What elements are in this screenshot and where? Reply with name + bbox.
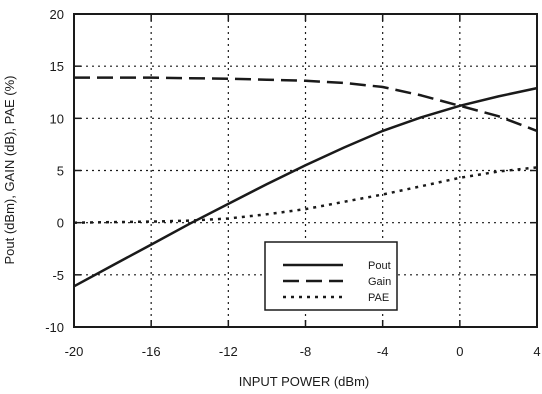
legend-label-pout: Pout: [368, 260, 391, 272]
y-axis-title: Pout (dBm), GAIN (dB), PAE (%): [2, 75, 17, 264]
y-tick-label: 10: [50, 111, 64, 126]
y-tick-label: 5: [57, 164, 64, 179]
ticks: [73, 13, 538, 328]
legend: Pout Gain PAE: [264, 241, 398, 311]
x-tick-label: -8: [300, 344, 312, 359]
x-tick-label: -4: [377, 344, 389, 359]
series-line-pout: [73, 86, 538, 288]
grid: [74, 14, 537, 327]
legend-label-pae: PAE: [368, 292, 389, 304]
x-tick-label: -12: [219, 344, 238, 359]
x-axis-title: INPUT POWER (dBm): [239, 374, 370, 389]
tick-labels: -20 -16 -12 -8 -4 0 4 -10 -5 0 5 10 15 20: [45, 7, 540, 359]
y-tick-label: -5: [52, 268, 64, 283]
y-tick-label: -10: [45, 320, 64, 335]
legend-label-gain: Gain: [368, 276, 391, 288]
x-tick-label: -20: [65, 344, 84, 359]
x-tick-label: -16: [142, 344, 161, 359]
y-tick-label: 15: [50, 59, 64, 74]
series-group: [73, 76, 538, 288]
y-tick-label: 20: [50, 7, 64, 22]
x-tick-label: 4: [533, 344, 540, 359]
series-line-pae: [73, 166, 538, 224]
y-tick-label: 0: [57, 216, 64, 231]
x-tick-label: 0: [456, 344, 463, 359]
legend-box: [264, 241, 398, 311]
series-line-gain: [74, 76, 538, 133]
